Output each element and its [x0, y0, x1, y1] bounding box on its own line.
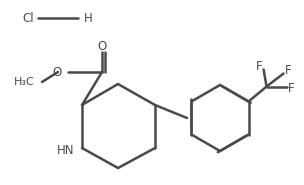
Text: H₃C: H₃C: [14, 77, 35, 87]
Text: F: F: [256, 60, 263, 73]
Text: H: H: [84, 11, 92, 24]
Text: F: F: [285, 64, 292, 77]
Text: O: O: [53, 65, 62, 78]
Text: O: O: [97, 40, 107, 53]
Text: HN: HN: [57, 144, 74, 157]
Text: F: F: [288, 82, 295, 95]
Text: Cl: Cl: [22, 11, 34, 24]
